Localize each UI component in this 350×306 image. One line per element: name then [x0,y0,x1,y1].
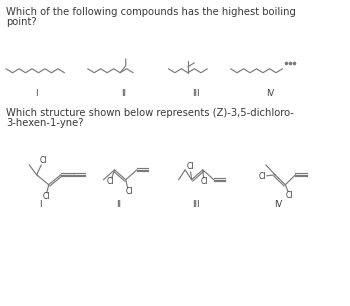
Text: IV: IV [274,200,282,208]
Text: Cl: Cl [42,192,50,201]
Text: I: I [39,200,42,208]
Text: point?: point? [6,17,37,27]
Text: III: III [193,88,200,98]
Text: II: II [121,88,126,98]
Text: I: I [35,88,38,98]
Text: Cl: Cl [126,187,133,196]
Text: Cl: Cl [187,162,194,171]
Text: Cl: Cl [258,172,266,181]
Text: Cl: Cl [201,177,208,186]
Text: Cl: Cl [40,156,47,166]
Text: Cl: Cl [285,191,293,200]
Text: 3-hexen-1-yne?: 3-hexen-1-yne? [6,118,84,128]
Text: III: III [193,200,200,208]
Text: IV: IV [266,88,274,98]
Text: Cl: Cl [107,177,114,186]
Text: II: II [116,200,121,208]
Text: Which structure shown below represents (Z)-3,5-dichloro-: Which structure shown below represents (… [6,108,294,118]
Text: Which of the following compounds has the highest boiling: Which of the following compounds has the… [6,7,296,17]
